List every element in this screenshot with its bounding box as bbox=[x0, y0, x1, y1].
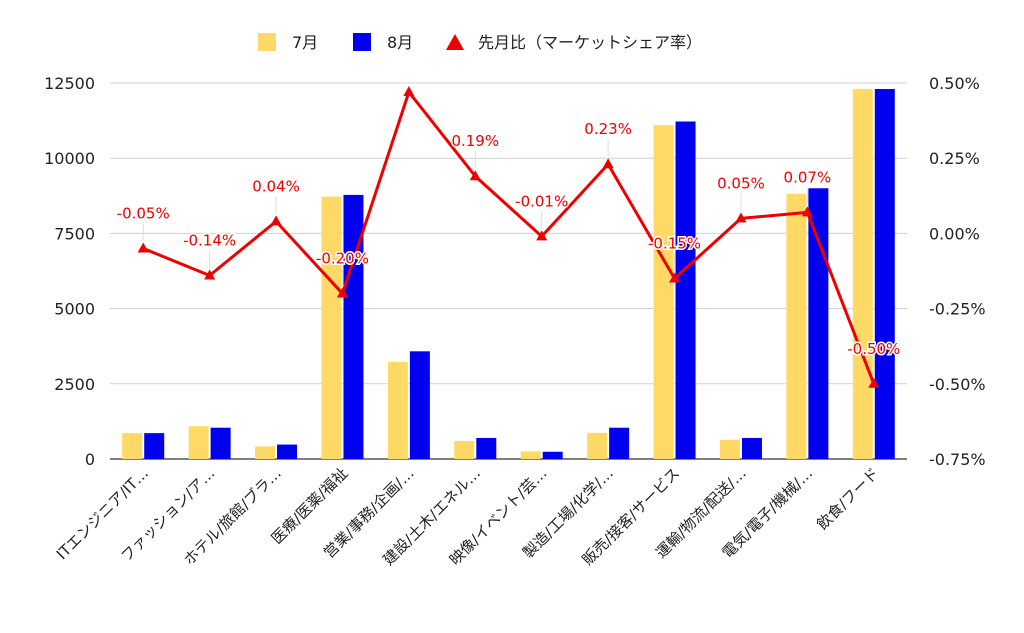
share-data-label: -0.15% bbox=[648, 235, 701, 253]
y-left-tick-label: 10000 bbox=[44, 149, 95, 168]
y-left-tick-label: 5000 bbox=[54, 300, 95, 319]
bar-august bbox=[542, 451, 563, 459]
share-marker bbox=[270, 215, 282, 226]
bar-july bbox=[387, 361, 408, 459]
share-data-label: 0.05% bbox=[717, 174, 765, 192]
y-left-tick-label: 2500 bbox=[54, 375, 95, 394]
share-data-label: -0.50% bbox=[847, 340, 900, 358]
share-marker bbox=[735, 212, 747, 223]
share-data-label: 0.07% bbox=[784, 168, 832, 186]
y-left-tick-label: 0 bbox=[85, 450, 95, 469]
share-marker bbox=[137, 242, 149, 253]
bar-july bbox=[653, 125, 674, 459]
y-right-tick-label: -0.25% bbox=[929, 300, 986, 319]
share-marker bbox=[403, 86, 415, 97]
bar-august bbox=[476, 437, 497, 459]
share-marker bbox=[801, 206, 813, 217]
bar-july bbox=[321, 196, 342, 459]
legend-label-august: 8月 bbox=[387, 33, 413, 52]
axis-labels: 0 -0.75% 2500 -0.50% 5000 -0.25% 7500 0.00% 1000… bbox=[44, 74, 986, 469]
bar-august bbox=[343, 194, 364, 460]
bar-july bbox=[587, 432, 608, 459]
legend: 7月 8月 先月比（マーケットシェア率） bbox=[258, 33, 702, 52]
share-data-label: -0.20% bbox=[316, 250, 369, 268]
share-data-label: 0.23% bbox=[584, 120, 632, 138]
share-marker bbox=[469, 170, 481, 181]
bar-august bbox=[210, 427, 231, 459]
bar-august bbox=[409, 351, 430, 459]
bar-july bbox=[122, 433, 143, 459]
bar-july bbox=[852, 89, 873, 460]
bar-july bbox=[255, 446, 276, 459]
share-marker bbox=[669, 272, 681, 283]
bar-july bbox=[520, 451, 541, 459]
bar-august bbox=[741, 437, 762, 459]
share-data-label: 0.19% bbox=[451, 132, 499, 150]
share-marker bbox=[602, 158, 614, 169]
share-data-label: -0.01% bbox=[515, 192, 568, 210]
bar-july bbox=[188, 426, 209, 459]
share-data-label: -0.05% bbox=[117, 204, 170, 222]
bar-august bbox=[675, 121, 696, 459]
share-marker bbox=[204, 269, 216, 280]
bar-august bbox=[144, 433, 165, 459]
bar-august bbox=[277, 444, 298, 459]
bar-july bbox=[719, 439, 740, 459]
legend-swatch-july bbox=[258, 33, 276, 51]
y-left-tick-label: 12500 bbox=[44, 74, 95, 93]
legend-label-share: 先月比（マーケットシェア率） bbox=[478, 33, 702, 52]
share-marker bbox=[536, 230, 548, 241]
bar-july bbox=[786, 193, 807, 459]
y-right-tick-label: 0.25% bbox=[929, 149, 980, 168]
share-data-label: -0.14% bbox=[183, 232, 236, 250]
y-right-tick-label: 0.00% bbox=[929, 224, 980, 243]
share-marker bbox=[336, 287, 348, 298]
legend-marker-share bbox=[446, 34, 464, 50]
share-line bbox=[142, 90, 876, 385]
bar-august bbox=[609, 427, 630, 459]
line-series: -0.05% -0.14% 0.04% -0.20% 0.19% -0.01% 0.23% -… bbox=[115, 86, 902, 388]
y-right-tick-label: -0.75% bbox=[929, 450, 986, 469]
y-left-tick-label: 7500 bbox=[54, 224, 95, 243]
share-marker bbox=[868, 377, 880, 388]
y-right-tick-label: -0.50% bbox=[929, 375, 986, 394]
bar-august bbox=[808, 188, 829, 459]
gridlines bbox=[110, 82, 907, 460]
share-data-label: 0.04% bbox=[252, 177, 300, 195]
bar-july bbox=[454, 440, 475, 459]
legend-swatch-august bbox=[353, 33, 371, 51]
bar-august bbox=[874, 89, 895, 460]
legend-label-july: 7月 bbox=[292, 33, 318, 52]
y-right-tick-label: 0.50% bbox=[929, 74, 980, 93]
